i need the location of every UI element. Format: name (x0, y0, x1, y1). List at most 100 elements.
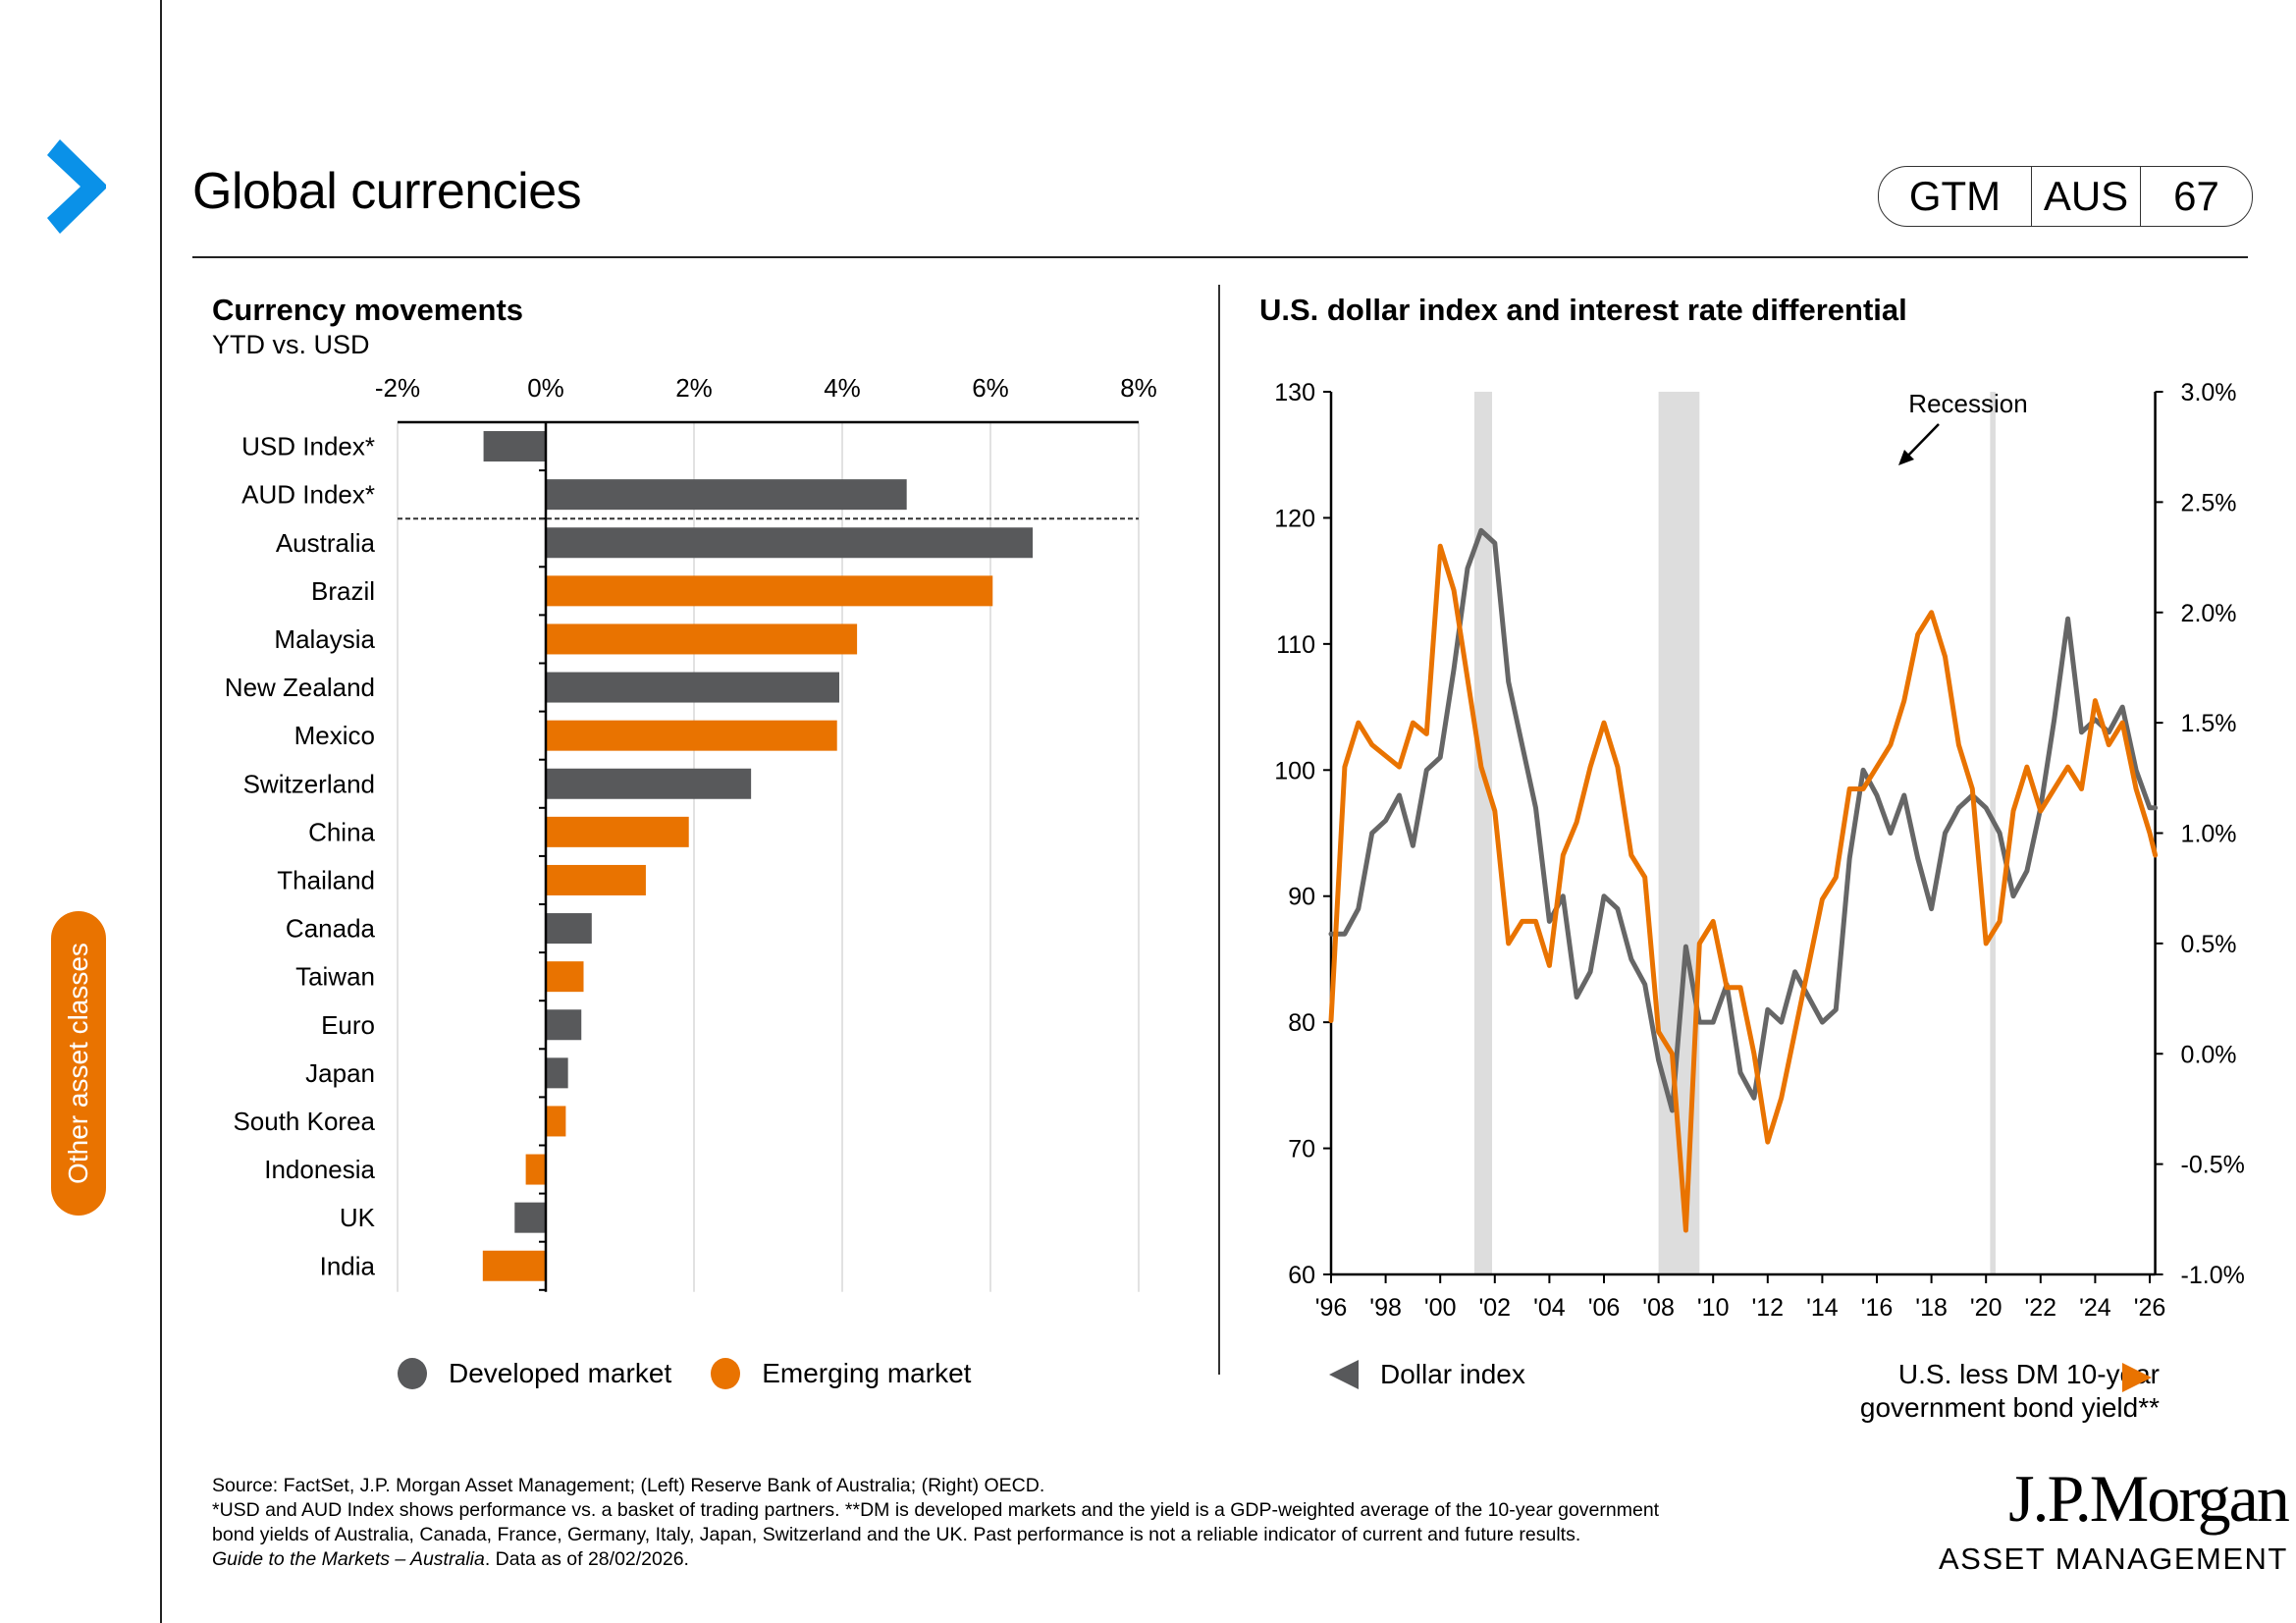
bar-category-label: Malaysia (274, 624, 375, 654)
bar-x-tick-label: 8% (1120, 373, 1157, 403)
x-tick-label: '96 (1315, 1294, 1348, 1322)
bar-euro (546, 1009, 582, 1041)
badge-region: AUS (2031, 167, 2141, 226)
bar-usd-index (483, 431, 546, 462)
left-y-tick-label: 90 (1288, 884, 1315, 911)
right-chart-legend-dollar: Dollar index (1327, 1358, 1525, 1391)
bar-category-label: USD Index* (241, 432, 375, 461)
bar-category-label: Canada (286, 914, 376, 944)
x-tick-label: '06 (1588, 1294, 1621, 1322)
logo-subtitle: ASSET MANAGEMENT (1939, 1542, 2288, 1576)
bar-china (546, 816, 689, 847)
footnote-note1: *USD and AUD Index shows performance vs.… (212, 1499, 1660, 1521)
x-tick-label: '02 (1479, 1294, 1512, 1322)
legend-label-emerging: Emerging market (762, 1358, 972, 1388)
dollar-index-line (1328, 527, 2159, 1113)
left-y-tick-label: 110 (1276, 631, 1315, 659)
x-tick-label: '00 (1424, 1294, 1457, 1322)
footnote-source: Source: FactSet, J.P. Morgan Asset Manag… (212, 1475, 1045, 1496)
chart-divider (1218, 285, 1220, 1375)
currency-bar-chart: -2% 0% 2% 4% 6% 8% USD Index* AUD Index* Austral… (225, 373, 1157, 1292)
bar-switzerland (546, 768, 752, 799)
legend-triangle-right-icon (2122, 1363, 2152, 1392)
x-tick-label: '24 (2079, 1294, 2111, 1322)
right-y-tick-label: 1.5% (2181, 710, 2237, 737)
right-y-tick-label: 0.5% (2181, 931, 2237, 958)
legend-triangle-left-icon (1329, 1360, 1359, 1389)
bar-category-label: Thailand (277, 865, 375, 894)
bar-x-tick-label: -2% (375, 373, 420, 403)
left-y-tick-label: 60 (1288, 1262, 1315, 1289)
right-y-tick-label: 3.0% (2181, 379, 2237, 406)
left-y-tick-label: 80 (1288, 1009, 1315, 1037)
x-tick-label: '98 (1369, 1294, 1402, 1322)
bar-uk (514, 1202, 546, 1233)
legend-swatch-developed (398, 1358, 427, 1389)
footnote-guide-title: Guide to the Markets – Australia (212, 1548, 485, 1570)
bar-canada (546, 913, 592, 945)
left-chart-title: Currency movements (212, 293, 524, 327)
x-tick-label: '18 (1915, 1294, 1948, 1322)
x-tick-label: '22 (2025, 1294, 2057, 1322)
x-tick-label: '08 (1642, 1294, 1675, 1322)
x-tick-label: '10 (1697, 1294, 1730, 1322)
footnote-guide: Guide to the Markets – Australia. Data a… (212, 1547, 1920, 1572)
bar-category-label: Japan (305, 1058, 375, 1088)
x-tick-label: '04 (1533, 1294, 1566, 1322)
logo-wordmark: J.P.Morgan (2008, 1461, 2290, 1536)
footnote-guide-date: . Data as of 28/02/2026. (484, 1548, 689, 1570)
legend-label-yield-line2: government bond yield** (1859, 1392, 2160, 1423)
bar-india (482, 1250, 546, 1281)
bar-japan (546, 1057, 568, 1089)
chevron-right-icon (47, 139, 106, 234)
footnote-note2: bond yields of Australia, Canada, France… (212, 1524, 1581, 1545)
bar-category-label: Taiwan (295, 962, 375, 992)
right-y-tick-label: -1.0% (2181, 1262, 2245, 1289)
recession-shading (1473, 392, 1493, 1274)
x-tick-label: '26 (2134, 1294, 2166, 1322)
right-y-tick-label: 2.0% (2181, 600, 2237, 627)
bar-category-label: Brazil (311, 576, 375, 606)
left-y-tick-label: 100 (1274, 757, 1315, 784)
dollar-index-line-chart: Recession 60 70 80 90 100 110 120 130 -1.0% -0.5% 0… (1274, 379, 2245, 1322)
bar-category-label: New Zealand (225, 673, 375, 702)
left-y-tick-label: 130 (1274, 379, 1315, 406)
bar-x-tick-label: 4% (824, 373, 861, 403)
bar-x-tick-label: 6% (972, 373, 1009, 403)
bar-aud-index (546, 479, 907, 511)
x-tick-label: '16 (1861, 1294, 1894, 1322)
left-y-tick-label: 70 (1288, 1136, 1315, 1163)
jpmorgan-logo: J.P.Morgan ASSET MANAGEMENT (1939, 1461, 2290, 1577)
yield-differential-line (1328, 543, 2159, 1233)
bar-x-tick-label: 2% (675, 373, 713, 403)
badge-page-number: 67 (2173, 173, 2219, 219)
left-y-tick-label: 120 (1274, 505, 1315, 532)
bar-malaysia (546, 623, 858, 655)
bar-new-zealand (546, 672, 839, 703)
legend-swatch-emerging (711, 1358, 741, 1389)
legend-label-yield-line1: U.S. less DM 10-year (1897, 1359, 2160, 1389)
bar-category-label: UK (340, 1203, 376, 1232)
bar-x-tick-label: 0% (527, 373, 564, 403)
bar-south-korea (546, 1106, 566, 1137)
right-chart-legend-yield: U.S. less DM 10-year government bond yie… (1747, 1358, 2160, 1425)
left-chart-legend: Developed market Emerging market (398, 1358, 971, 1389)
bar-category-label: AUD Index* (241, 480, 375, 510)
x-tick-label: '12 (1752, 1294, 1785, 1322)
bar-category-label: China (308, 817, 375, 846)
bar-australia (546, 527, 1034, 559)
left-chart-subtitle: YTD vs. USD (212, 330, 370, 359)
page-title: Global currencies (192, 163, 582, 220)
bar-category-label: South Korea (233, 1107, 375, 1136)
bar-thailand (546, 864, 646, 895)
recession-annotation: Recession (1908, 389, 2027, 418)
sidebar-tab-other-asset-classes[interactable]: Other asset classes (51, 911, 106, 1216)
footnotes: Source: FactSet, J.P. Morgan Asset Manag… (212, 1474, 1920, 1572)
bar-category-label: India (320, 1251, 376, 1280)
legend-label-developed: Developed market (449, 1358, 672, 1388)
page-badge: GTM AUS 67 (1878, 166, 2253, 227)
legend-label-dollar-index: Dollar index (1380, 1359, 1525, 1389)
bar-category-label: Mexico (294, 721, 375, 750)
x-tick-label: '20 (1970, 1294, 2002, 1322)
right-y-tick-label: 2.5% (2181, 489, 2237, 516)
